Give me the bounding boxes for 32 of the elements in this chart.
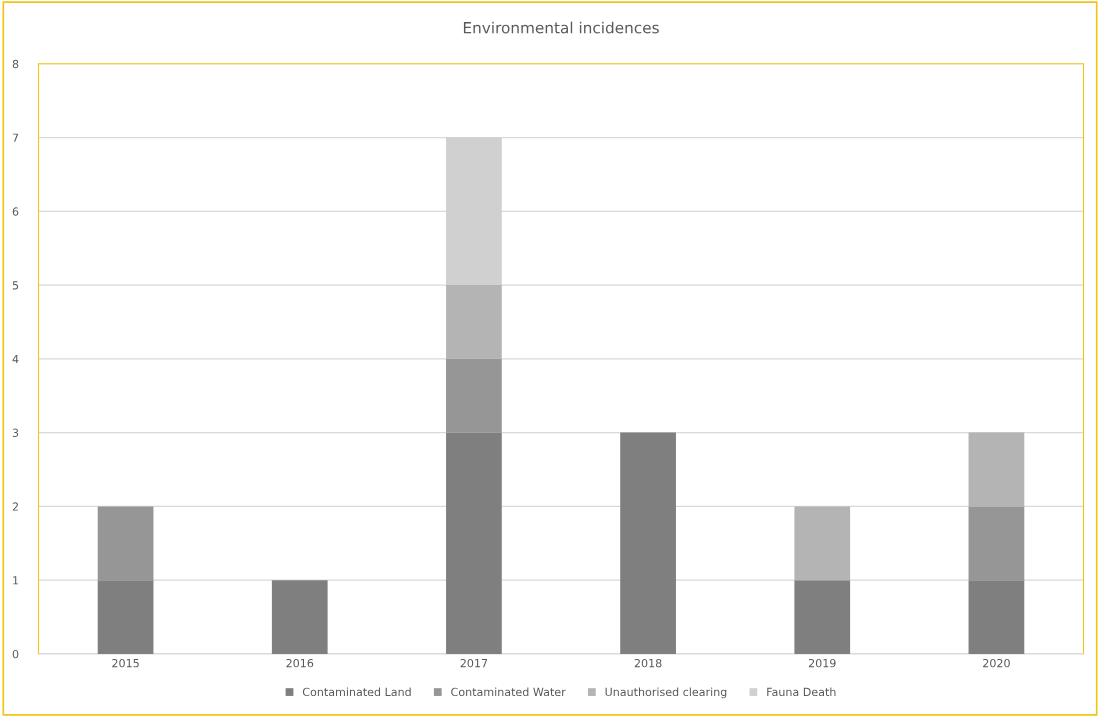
bar: [446, 358, 502, 433]
y-tick-label: 8: [12, 59, 19, 69]
y-tick-label: 3: [12, 428, 19, 437]
bar: [446, 285, 502, 359]
legend-label: Contaminated Land: [302, 687, 411, 697]
y-tick-label: 5: [12, 281, 19, 290]
legend-label: Contaminated Water: [451, 687, 566, 697]
chart-title: Environmental incidences: [463, 21, 659, 34]
x-tick-label: 2018: [634, 658, 662, 668]
bar: [968, 432, 1025, 507]
bar: [620, 432, 676, 654]
x-tick-label: 2020: [983, 658, 1010, 668]
legend-label: Unauthorised clearing: [605, 687, 727, 699]
y-tick-label: 7: [12, 133, 19, 142]
y-tick-label: 0: [12, 649, 19, 659]
bar: [794, 580, 851, 654]
bar: [97, 580, 154, 654]
y-tick-label: 1: [13, 576, 19, 585]
bar: [794, 506, 851, 581]
x-tick-label: 2015: [112, 658, 139, 668]
bar: [968, 506, 1025, 581]
bar: [97, 506, 154, 581]
bar: [446, 432, 502, 654]
x-tick-label: 2016: [286, 658, 314, 668]
x-tick-label: 2019: [808, 658, 836, 668]
y-tick-label: 6: [12, 207, 19, 216]
bar: [271, 580, 328, 654]
y-tick-label: 4: [12, 354, 19, 364]
x-tick-label: 2017: [460, 658, 488, 668]
bar: [968, 580, 1025, 654]
legend-label: Fauna Death: [767, 687, 836, 697]
y-tick-label: 2: [12, 502, 18, 511]
